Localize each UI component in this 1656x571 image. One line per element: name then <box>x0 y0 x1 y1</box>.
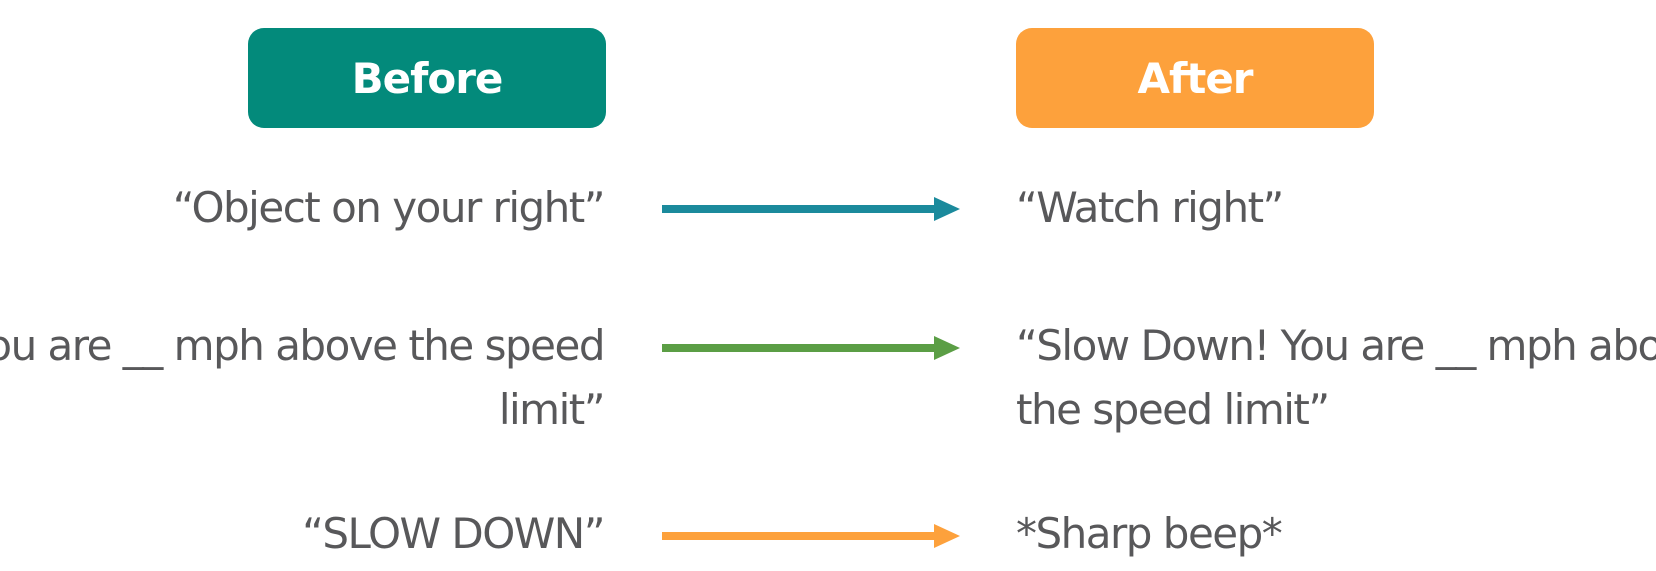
before-text-2: “You are __ mph above the speed limit” <box>0 314 606 442</box>
before-text-1-line-1: “Object on your right” <box>172 183 606 232</box>
arrow-3-head <box>934 524 960 548</box>
before-text-1: “Object on your right” <box>172 176 606 240</box>
after-text-2: “Slow Down! You are __ mph above the spe… <box>1016 314 1656 442</box>
after-text-1-line-1: “Watch right” <box>1016 183 1284 232</box>
arrow-2 <box>662 333 960 363</box>
after-header-label: After <box>1137 53 1253 103</box>
before-header-label: Before <box>351 53 504 103</box>
after-text-2-line-2: the speed limit” <box>1016 385 1330 434</box>
before-text-3: “SLOW DOWN” <box>302 502 605 566</box>
after-text-1: “Watch right” <box>1016 176 1284 240</box>
arrow-3-shaft <box>662 532 936 540</box>
arrow-1 <box>662 194 960 224</box>
arrow-3 <box>662 521 960 551</box>
arrow-2-shaft <box>662 344 936 352</box>
arrow-2-head <box>934 336 960 360</box>
arrow-1-shaft <box>662 205 936 213</box>
arrow-1-head <box>934 197 960 221</box>
after-text-2-line-1: “Slow Down! You are __ mph above <box>1016 321 1656 370</box>
after-header: After <box>1016 28 1374 128</box>
before-text-2-line-2: limit” <box>498 385 606 434</box>
before-header: Before <box>248 28 606 128</box>
before-text-2-line-1: “You are __ mph above the speed <box>0 321 606 370</box>
after-text-3-line-1: *Sharp beep* <box>1016 509 1283 558</box>
after-text-3: *Sharp beep* <box>1016 502 1283 566</box>
before-text-3-line-1: “SLOW DOWN” <box>302 509 605 558</box>
